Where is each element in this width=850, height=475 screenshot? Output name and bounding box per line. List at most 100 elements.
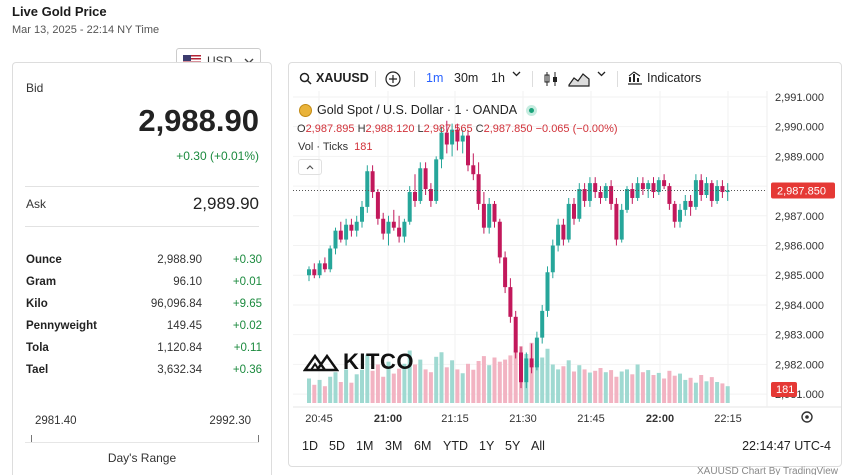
candle — [428, 189, 433, 201]
volume-bar — [693, 382, 698, 403]
volume-bar — [471, 369, 476, 403]
candle — [688, 200, 693, 207]
range-6m[interactable]: 6M — [414, 439, 432, 453]
price-chart[interactable]: 2,991.0002,990.0002,989.0002,988.0002,98… — [289, 91, 842, 436]
kitco-logo-icon — [303, 353, 339, 372]
time-axis-label: 21:00 — [374, 413, 402, 425]
time-axis-label: 22:15 — [714, 413, 742, 425]
unit-change: +0.30 — [232, 254, 262, 266]
range-all[interactable]: All — [531, 439, 545, 453]
unit-name: Tael — [26, 364, 49, 376]
volume-bar — [375, 364, 380, 403]
ohlc-change: −0.065 (−0.00%) — [535, 123, 618, 135]
unit-name: Tola — [26, 342, 49, 354]
volume-bar — [466, 363, 470, 403]
range-1m[interactable]: 1M — [356, 439, 374, 453]
candle — [635, 183, 640, 198]
candle — [513, 316, 518, 353]
chart-widget: XAUUSD 1m 30m 1h Indicators 2,991.000 2,9… — [288, 62, 842, 467]
volume-bar — [715, 382, 720, 403]
chart-attribution[interactable]: XAUUSD Chart By TradingView — [697, 466, 838, 475]
volume-bar — [672, 375, 677, 403]
unit-row-tola: Tola 1,120.84 +0.11 — [26, 337, 262, 359]
range-1y[interactable]: 1Y — [479, 439, 495, 453]
volume-bar — [381, 376, 386, 403]
unit-name: Kilo — [26, 298, 48, 310]
candle — [418, 168, 423, 201]
volume-bar — [678, 373, 682, 403]
candle — [529, 358, 534, 368]
candle — [609, 186, 614, 204]
compare-button[interactable] — [385, 71, 401, 87]
volume-bar — [402, 363, 407, 403]
toolbar-separator — [414, 71, 415, 87]
current-price-label: 2,987.850 — [777, 186, 826, 198]
candle — [625, 189, 629, 210]
candle — [386, 221, 391, 234]
volume-bar — [439, 352, 444, 403]
candle — [704, 183, 709, 195]
collapse-legend-button[interactable] — [298, 159, 322, 175]
legend-symbol-name: Gold Spot / U.S. Dollar · 1 · OANDA — [317, 103, 518, 117]
candle — [561, 224, 566, 240]
timeframe-menu[interactable] — [512, 71, 521, 77]
range-5d[interactable]: 5D — [329, 439, 345, 453]
timeframe-1h[interactable]: 1h — [491, 71, 505, 85]
chart-style-menu[interactable] — [597, 71, 606, 77]
volume-bar — [598, 368, 603, 403]
volume-bar — [725, 386, 730, 403]
volume-bar — [455, 369, 460, 403]
volume-bar — [640, 372, 645, 403]
add-circle-icon — [385, 71, 401, 87]
candle — [307, 269, 311, 276]
current-price-badge — [771, 182, 835, 199]
candle — [444, 132, 449, 145]
volume-bar — [656, 372, 661, 403]
range-1d[interactable]: 1D — [302, 439, 318, 453]
timeframe-1m[interactable]: 1m — [426, 71, 444, 85]
candle-type-button[interactable] — [543, 71, 559, 87]
candle — [630, 189, 635, 198]
candle — [370, 171, 375, 193]
candle — [391, 221, 396, 228]
candle — [354, 221, 359, 231]
candle — [619, 209, 624, 240]
volume-bar — [365, 354, 370, 403]
candle — [455, 129, 460, 142]
day-range-label: Day's Range — [107, 451, 177, 465]
volume-bar — [704, 381, 709, 403]
range-5y[interactable]: 5Y — [505, 439, 521, 453]
price-axis-label: 2,991.000 — [775, 92, 824, 104]
ohlc-high: 2,988.120 — [365, 123, 415, 135]
candle — [375, 192, 380, 219]
volume-bar — [593, 370, 598, 403]
time-axis-label: 22:00 — [646, 413, 674, 425]
divider — [25, 226, 259, 227]
indicators-button[interactable]: Indicators — [627, 71, 701, 85]
candle — [413, 192, 417, 201]
volume-bar — [487, 365, 492, 403]
unit-row-ounce: Ounce 2,988.90 +0.30 — [26, 249, 262, 271]
unit-price: 1,120.84 — [157, 342, 202, 354]
volume-bar — [603, 372, 608, 403]
candle — [397, 227, 402, 237]
unit-name: Pennyweight — [26, 320, 97, 332]
symbol-search[interactable]: XAUUSD — [299, 71, 369, 85]
volume-bar — [476, 361, 481, 403]
range-ytd[interactable]: YTD — [443, 439, 468, 453]
volume-bar — [709, 377, 714, 403]
range-3m[interactable]: 3M — [385, 439, 403, 453]
candle — [322, 263, 327, 270]
unit-row-tael: Tael 3,632.34 +0.36 — [26, 359, 262, 381]
volume-bar — [407, 350, 412, 403]
volume-bar — [614, 376, 619, 403]
candle — [508, 287, 513, 317]
timeframe-30m[interactable]: 30m — [454, 71, 479, 85]
chart-clock[interactable]: 22:14:47 UTC-4 — [742, 439, 831, 453]
chart-legend-title: Gold Spot / U.S. Dollar · 1 · OANDA — [299, 103, 538, 117]
candle — [598, 192, 603, 198]
kitco-logo-text: KITCO — [343, 349, 414, 374]
candle — [481, 203, 486, 228]
chart-style-button[interactable] — [568, 71, 590, 87]
volume-bar — [370, 370, 375, 403]
